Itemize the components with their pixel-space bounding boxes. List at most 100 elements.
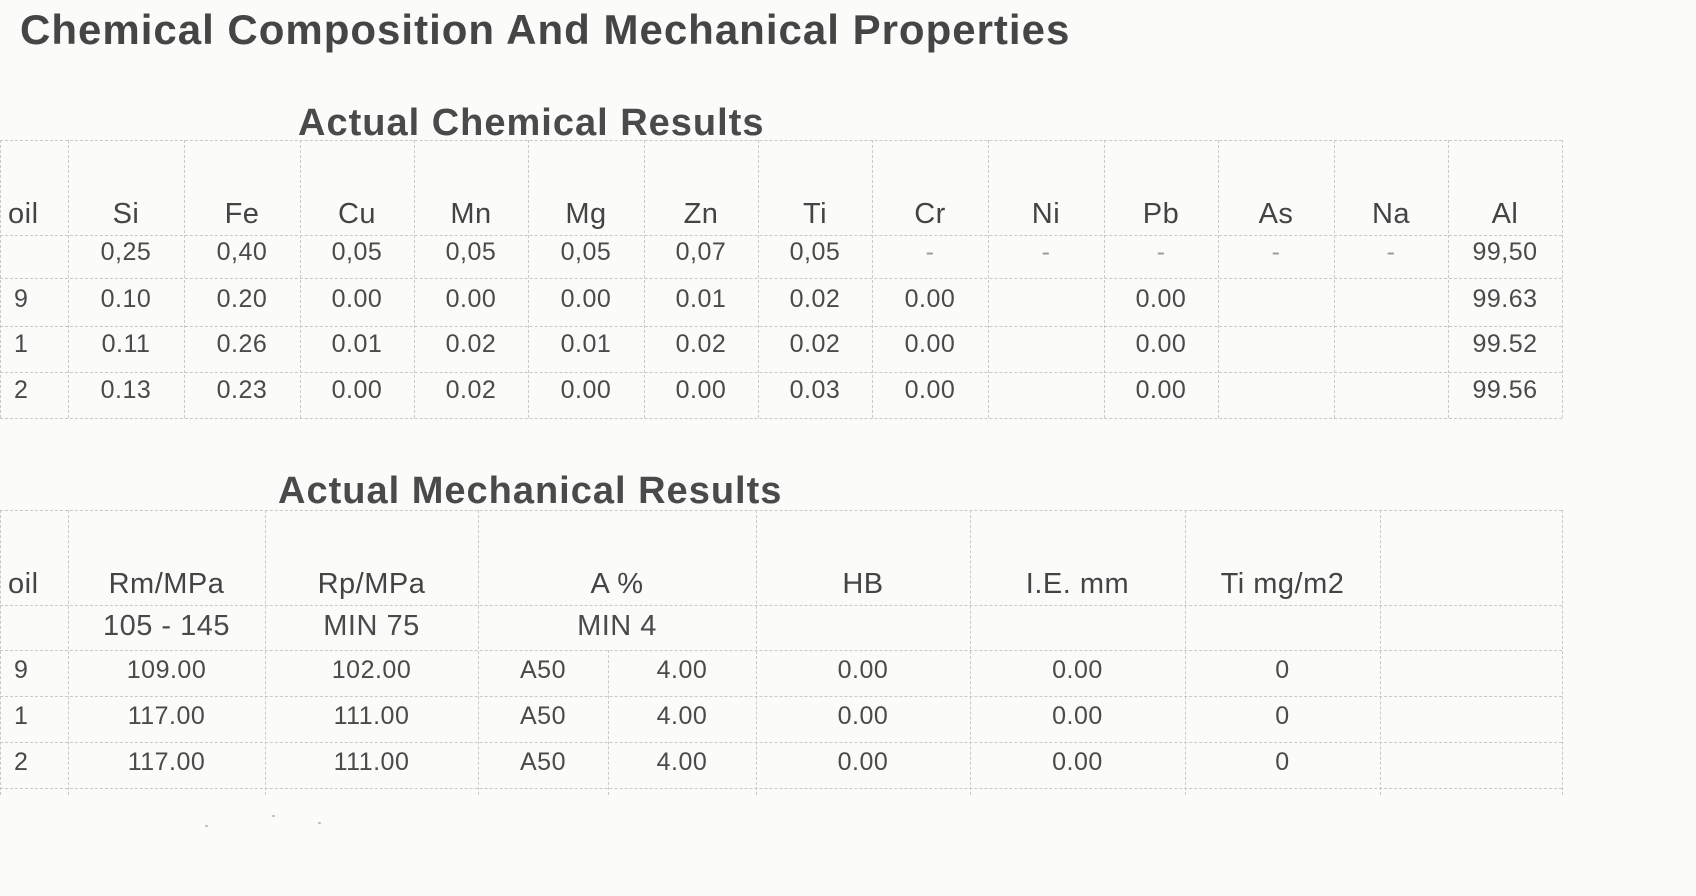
table-cell: 99.52 [1472, 330, 1538, 358]
column-header-si: Si [112, 198, 140, 230]
grid-line [1218, 140, 1219, 418]
spec-cell: 105 - 145 [102, 610, 231, 642]
table-cell: 0.00 [331, 376, 383, 404]
grid-line [988, 140, 989, 418]
column-header-oil: oil [8, 568, 39, 600]
table-cell: 0,05 [789, 238, 841, 266]
table-cell: 0 [1275, 656, 1290, 684]
table-cell: 0.00 [1052, 748, 1103, 776]
grid-line [478, 510, 479, 795]
table-cell: A50 [520, 702, 566, 730]
table-cell: 4.00 [656, 702, 708, 730]
table-cell: 0.00 [1135, 285, 1187, 313]
table-cell: 0.02 [789, 285, 841, 313]
row-label: 2 [14, 748, 29, 776]
table-cell: 0.00 [1135, 376, 1187, 404]
spec-cell: MIN 75 [323, 610, 420, 642]
grid-line [0, 510, 1562, 511]
table-cell: 0.00 [904, 285, 956, 313]
grid-line [0, 510, 1, 795]
table-cell: 117.00 [127, 748, 206, 776]
table-cell: 0.00 [837, 702, 889, 730]
table-cell: 0,25 [100, 238, 152, 266]
table-cell: 0.00 [1052, 702, 1103, 730]
column-header-rm-mpa: Rm/MPa [108, 568, 225, 600]
grid-line [528, 140, 529, 418]
grid-line [758, 140, 759, 418]
column-header-cr: Cr [914, 198, 946, 230]
row-label: 9 [14, 285, 29, 313]
table-cell: 0,40 [216, 238, 268, 266]
grid-line [265, 510, 266, 795]
column-header-hb: HB [842, 568, 884, 600]
grid-line [0, 788, 1562, 789]
table-cell: 0,05 [560, 238, 612, 266]
grid-line [0, 140, 1, 418]
grid-line [1448, 140, 1449, 418]
table-cell: 0.02 [445, 330, 497, 358]
grid-line [414, 140, 415, 418]
table-cell: 0.00 [560, 376, 612, 404]
grid-line [756, 510, 757, 795]
column-header-rp-mpa: Rp/MPa [317, 568, 426, 600]
table-cell: - [1041, 238, 1051, 266]
mechanical-results-title: Actual Mechanical Results [278, 470, 783, 512]
mechanical-results-table: oil Rm/MPa Rp/MPa A % HB I.E. mm Ti mg/m2 105 -… [0, 510, 1696, 800]
table-cell: - [1271, 238, 1281, 266]
row-label: 1 [14, 330, 29, 358]
table-cell: - [1386, 238, 1396, 266]
row-label: 2 [14, 376, 29, 404]
table-cell: 109.00 [126, 656, 207, 684]
table-cell: 0,07 [675, 238, 727, 266]
grid-line [68, 510, 69, 795]
table-cell: 0.02 [445, 376, 497, 404]
table-cell: 0.02 [789, 330, 841, 358]
grid-line [1185, 510, 1186, 795]
table-cell: 0.13 [100, 376, 152, 404]
row-label: 1 [14, 702, 29, 730]
table-cell: 99,50 [1472, 238, 1538, 266]
spec-cell: MIN 4 [577, 610, 657, 642]
column-header-ti: Ti [802, 198, 828, 230]
table-cell: 0.03 [789, 376, 841, 404]
column-header-i-e-mm: I.E. mm [1025, 568, 1130, 600]
table-cell: 0.11 [101, 330, 151, 358]
table-cell: 117.00 [127, 702, 206, 730]
table-cell: A50 [520, 656, 566, 684]
table-cell: 0.01 [331, 330, 383, 358]
column-header-cu: Cu [337, 198, 377, 230]
chemical-results-table: oil Si Fe Cu Mn Mg Zn Ti Cr Ni Pb As Na Al 0,25 0,40 0,0… [0, 140, 1696, 420]
page-title: Chemical Composition And Mechanical Prop… [20, 6, 1071, 53]
grid-line [0, 742, 1562, 743]
grid-line [184, 140, 185, 418]
scan-speck [272, 815, 275, 817]
table-cell: A50 [520, 748, 566, 776]
grid-line [1562, 140, 1563, 418]
grid-line [300, 140, 301, 418]
chemical-results-title: Actual Chemical Results [298, 102, 765, 144]
table-cell: 0.00 [331, 285, 383, 313]
table-cell: 0.00 [445, 285, 497, 313]
table-cell: 0.26 [216, 330, 268, 358]
grid-line [0, 696, 1562, 697]
table-cell: - [1156, 238, 1166, 266]
grid-line [1104, 140, 1105, 418]
table-cell: 0.00 [560, 285, 612, 313]
grid-line [608, 650, 609, 795]
column-header-as: As [1258, 198, 1294, 230]
table-cell: 0.00 [904, 330, 956, 358]
table-cell: 4.00 [656, 748, 708, 776]
table-cell: 111.00 [333, 748, 410, 776]
scan-speck [205, 825, 208, 827]
grid-line [0, 650, 1562, 651]
table-cell: - [925, 238, 935, 266]
grid-line [872, 140, 873, 418]
table-cell: 0.01 [560, 330, 612, 358]
table-cell: 0.10 [100, 285, 152, 313]
table-cell: 0,05 [445, 238, 497, 266]
column-header-mn: Mn [450, 198, 492, 230]
grid-line [0, 372, 1562, 373]
table-cell: 99.56 [1472, 376, 1538, 404]
table-cell: 0.00 [904, 376, 956, 404]
scan-speck [318, 822, 321, 824]
